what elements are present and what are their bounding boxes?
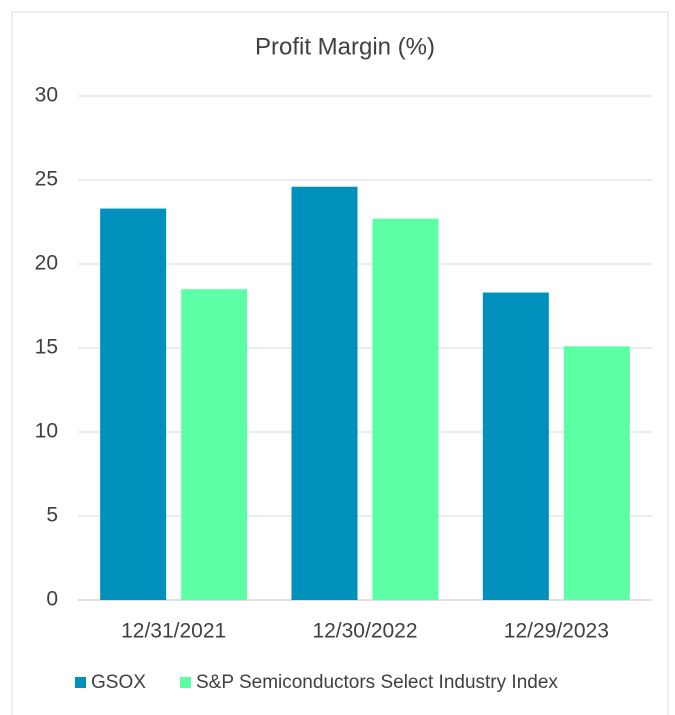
x-tick-label: 12/31/2021 [121, 620, 226, 643]
bar [181, 289, 248, 600]
bar [563, 346, 630, 600]
x-tick-label: 12/29/2023 [504, 620, 609, 643]
bar [100, 208, 167, 600]
legend-swatch [75, 677, 86, 688]
bar [291, 186, 358, 600]
bar [482, 292, 549, 600]
y-tick-label: 10 [35, 420, 58, 443]
y-tick-label: 20 [35, 252, 58, 275]
legend-swatch [180, 677, 191, 688]
legend-label: S&P Semiconductors Select Industry Index [196, 672, 558, 693]
y-tick-label: 30 [35, 84, 58, 107]
y-tick-label: 25 [35, 168, 58, 191]
y-tick-label: 5 [46, 504, 58, 527]
chart-border [11, 11, 669, 715]
y-tick-label: 15 [35, 336, 58, 359]
chart-title: Profit Margin (%) [255, 33, 435, 60]
legend-label: GSOX [91, 672, 146, 693]
x-tick-label: 12/30/2022 [312, 620, 417, 643]
y-tick-label: 0 [46, 588, 58, 611]
bar [372, 218, 439, 600]
